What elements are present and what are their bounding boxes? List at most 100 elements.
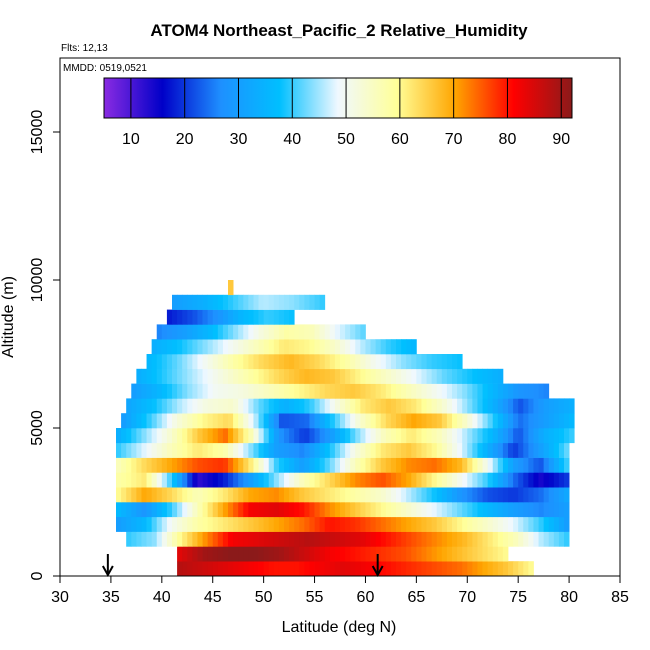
heatmap-cell (187, 472, 193, 488)
heatmap-cell (502, 428, 509, 444)
heatmap-cell (492, 561, 499, 576)
colorbar-tick-label: 20 (176, 131, 194, 148)
heatmap-cell (289, 309, 295, 325)
heatmap-cell (411, 383, 417, 399)
heatmap-cell (441, 472, 448, 488)
heatmap-cell (319, 354, 326, 370)
heatmap-cell (523, 457, 529, 473)
heatmap-cell (243, 531, 249, 547)
heatmap-cell (192, 442, 198, 458)
heatmap-cell (502, 531, 509, 547)
heatmap-cell (355, 339, 361, 355)
heatmap-cell (477, 472, 483, 488)
heatmap-cell (497, 428, 504, 444)
heatmap-cell (431, 531, 438, 547)
heatmap-cell (523, 398, 529, 414)
heatmap-cell (217, 457, 224, 473)
heatmap-cell (334, 472, 341, 488)
heatmap-cell (406, 561, 412, 576)
heatmap-cell (177, 368, 183, 384)
heatmap-cell (340, 368, 346, 384)
heatmap-cell (472, 531, 478, 547)
heatmap-cell (436, 531, 443, 547)
heatmap-cell (401, 546, 407, 562)
heatmap-cell (329, 339, 336, 355)
heatmap-cell (390, 354, 397, 370)
heatmap-cell (462, 502, 468, 518)
heatmap-cell (355, 561, 361, 576)
heatmap-cell (182, 531, 188, 547)
heatmap-cell (273, 354, 280, 370)
heatmap-cell (136, 398, 142, 414)
heatmap-cell (482, 398, 489, 414)
heatmap-cell (329, 324, 336, 340)
heatmap-cell (416, 546, 422, 562)
heatmap-cell (446, 383, 453, 399)
heatmap-cell (248, 457, 254, 473)
heatmap-cell (294, 354, 300, 370)
heatmap-cell (228, 472, 234, 488)
heatmap-cell (258, 368, 265, 384)
heatmap-cell (141, 531, 147, 547)
heatmap-cell (187, 309, 193, 325)
heatmap-cell (365, 561, 371, 576)
x-tick-label: 65 (407, 589, 425, 606)
heatmap-cell (345, 398, 351, 414)
heatmap-cell (334, 516, 341, 532)
heatmap-cell (207, 561, 214, 576)
heatmap-cell (233, 354, 239, 370)
heatmap-cell (350, 457, 356, 473)
heatmap-cell (538, 398, 545, 414)
heatmap-cell (284, 368, 290, 384)
heatmap-cell (472, 502, 478, 518)
heatmap-cell (166, 339, 173, 355)
heatmap-cell (390, 368, 397, 384)
heatmap-cell (212, 442, 219, 458)
heatmap-cell (156, 368, 163, 384)
heatmap-cell (156, 428, 163, 444)
heatmap-cell (446, 472, 453, 488)
heatmap-cell (482, 383, 489, 399)
chart-title: ATOM4 Northeast_Pacific_2 Relative_Humid… (150, 21, 528, 40)
heatmap-cell (243, 561, 249, 576)
heatmap-cell (263, 354, 270, 370)
heatmap-cell (426, 383, 433, 399)
heatmap-cell (390, 413, 397, 429)
heatmap-cell (121, 442, 127, 458)
heatmap-cell (187, 502, 193, 518)
heatmap-cell (380, 398, 387, 414)
heatmap-cell (192, 487, 198, 503)
heatmap-cell (253, 531, 259, 547)
heatmap-cell (228, 516, 234, 532)
heatmap-cell (360, 457, 366, 473)
heatmap-cell (248, 398, 254, 414)
heatmap-cell (268, 546, 275, 562)
x-tick-label: 80 (560, 589, 578, 606)
heatmap-cell (314, 413, 321, 429)
heatmap-cell (192, 546, 198, 562)
heatmap-cell (401, 339, 407, 355)
heatmap-cell (314, 383, 321, 399)
heatmap-cell (436, 413, 443, 429)
heatmap-cell (508, 516, 514, 532)
heatmap-cell (416, 413, 422, 429)
heatmap-cell (360, 428, 366, 444)
heatmap-cell (172, 368, 178, 384)
heatmap-cell (329, 531, 336, 547)
heatmap-cell (401, 428, 407, 444)
heatmap-cell (553, 531, 560, 547)
colorbar-tick-label: 80 (499, 131, 517, 148)
colorbar-tick-label: 30 (230, 131, 248, 148)
heatmap-cell (467, 428, 473, 444)
heatmap-cell (401, 457, 407, 473)
heatmap-cell (146, 383, 153, 399)
heatmap-cell (233, 383, 239, 399)
heatmap-cell (273, 413, 280, 429)
heatmap-cell (452, 413, 458, 429)
heatmap-cell (222, 487, 229, 503)
heatmap-cell (222, 561, 229, 576)
heatmap-cell (436, 368, 443, 384)
heatmap-cell (324, 339, 331, 355)
heatmap-cell (365, 428, 371, 444)
heatmap-cell (314, 339, 321, 355)
